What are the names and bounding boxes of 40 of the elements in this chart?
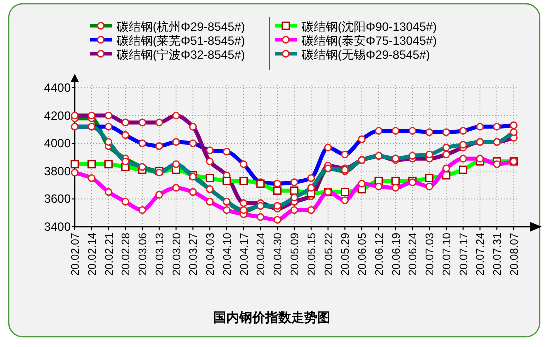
y-tick-label: 4000 <box>44 136 72 151</box>
x-tick-label: 20.05.22 <box>323 233 336 276</box>
legend-label: 碳结钢(宁波Φ32-8545#) <box>116 48 246 62</box>
x-tick-label: 20.06.12 <box>374 233 386 276</box>
x-tick-label: 20.03.20 <box>171 233 184 276</box>
x-tick-label: 20.07.03 <box>424 233 437 276</box>
legend-label: 碳结钢(莱芜Φ51-8545#) <box>116 34 246 48</box>
x-tick-label: 20.02.14 <box>86 233 99 276</box>
x-tick-label: 20.03.27 <box>188 233 200 276</box>
legend-label: 碳结钢(无锡Φ29-8545#) <box>301 48 430 62</box>
x-tick-label: 20.06.05 <box>357 233 370 276</box>
y-tick-label: 3600 <box>44 192 72 206</box>
x-tick-label: 20.02.21 <box>104 233 116 276</box>
y-tick-label: 4200 <box>44 108 72 123</box>
x-tick-label: 20.07.31 <box>492 233 504 276</box>
y-tick-label: 3800 <box>44 164 72 178</box>
x-tick-label: 20.04.30 <box>272 233 285 276</box>
text: 国内钢价指数走势图 <box>214 310 330 325</box>
x-tick-label: 20.04.03 <box>205 233 218 276</box>
x-tick-label: 20.08.07 <box>509 233 521 276</box>
x-tick-label: 20.07.24 <box>475 233 488 276</box>
x-tick-label: 20.04.10 <box>222 233 234 276</box>
x-tick-label: 20.07.10 <box>441 233 454 276</box>
x-tick-label: 20.05.15 <box>306 233 318 276</box>
x-tick-label: 20.07.17 <box>458 233 470 276</box>
x-tick-label: 20.03.06 <box>138 233 150 276</box>
legend-label: 碳结钢(泰安Φ75-13045#) <box>301 34 437 48</box>
y-tick-label: 4400 <box>44 81 72 95</box>
legend-label: 碳结钢(杭州Φ29-8545#) <box>116 20 246 34</box>
x-tick-label: 20.03.13 <box>154 233 166 276</box>
y-tick-label: 3400 <box>44 220 72 234</box>
x-tick-label: 20.06.24 <box>408 233 420 276</box>
x-tick-label: 20.02.28 <box>120 233 133 276</box>
x-tick-label: 20.04.17 <box>238 233 251 276</box>
x-tick-label: 20.05.09 <box>290 233 302 276</box>
x-tick-label: 20.06.19 <box>390 233 403 276</box>
x-tick-label: 20.02.07 <box>70 233 82 276</box>
x-tick-label: 20.04.24 <box>256 233 268 276</box>
legend-label: 碳结钢(沈阳Φ90-13045#) <box>301 20 437 34</box>
x-tick-label: 20.05.29 <box>340 233 352 276</box>
